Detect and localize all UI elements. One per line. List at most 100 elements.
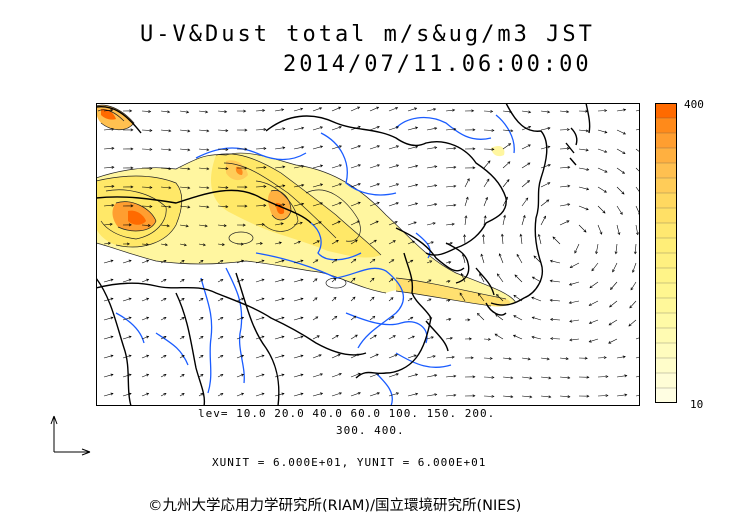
wind-arrowhead (338, 126, 342, 129)
wind-arrow (495, 314, 504, 321)
wind-arrowhead (395, 392, 400, 396)
wind-arrowhead (434, 146, 438, 150)
wind-arrow (160, 224, 170, 227)
wind-arrowhead (200, 260, 204, 263)
wind-arrowhead (111, 165, 115, 169)
wind-arrow (513, 335, 523, 340)
wind-arrowhead (453, 184, 457, 188)
wind-arrow (445, 261, 451, 264)
wind-arrow (179, 167, 190, 170)
wind-arrowhead (353, 315, 357, 319)
wind-arrowhead (357, 164, 361, 167)
wind-arrow (217, 167, 228, 169)
wind-arrow (521, 126, 531, 131)
wind-arrow (540, 199, 549, 207)
wind-arrow (550, 338, 561, 340)
wind-arrowhead (315, 316, 319, 320)
wind-arrowhead (300, 259, 304, 263)
wind-arrowhead (166, 224, 170, 228)
wind-arrowhead (356, 353, 360, 357)
wind-arrowhead (550, 337, 554, 341)
wind-arrow (388, 278, 394, 283)
wind-arrowhead (621, 171, 626, 174)
wind-arrowhead (301, 145, 305, 149)
wind-arrowhead (490, 109, 494, 113)
wind-arrow (274, 393, 285, 397)
wind-arrowhead (261, 354, 265, 358)
wind-arrowhead (149, 185, 153, 189)
wind-arrow (331, 278, 337, 283)
wind-arrow (198, 260, 204, 264)
wind-arrow (122, 393, 132, 397)
wind-arrowhead (630, 287, 634, 291)
wind-arrowhead (537, 233, 541, 237)
wind-arrow (274, 147, 285, 150)
wind-arrow (198, 355, 204, 359)
wind-arrow (198, 129, 209, 132)
wind-arrowhead (128, 316, 132, 320)
wind-arrow (597, 167, 608, 173)
wind-arrow (550, 260, 561, 264)
wind-arrowhead (128, 223, 132, 227)
wind-arrow (312, 278, 318, 283)
wind-arrowhead (225, 148, 229, 151)
wind-arrowhead (514, 274, 518, 278)
wind-arrowhead (282, 146, 286, 150)
wind-arrowhead (240, 392, 245, 396)
wind-arrow (179, 224, 189, 227)
wind-arrowhead (505, 196, 508, 200)
wind-arrow (141, 393, 149, 397)
wind-arrowhead (637, 212, 640, 216)
wind-arrow (122, 279, 132, 283)
contour-levels: lev= 10.0 20.0 40.0 60.0 100. 150. 200. (198, 407, 496, 420)
wind-arrowhead (391, 259, 395, 262)
wind-arrow (236, 260, 244, 264)
wind-arrow (141, 298, 149, 302)
wind-arrowhead (297, 240, 301, 244)
wind-arrow (103, 204, 114, 207)
wind-arrow (629, 300, 637, 309)
wind-arrowhead (453, 165, 457, 169)
wind-arrowhead (635, 232, 639, 236)
wind-arrowhead (586, 394, 590, 398)
wind-arrow (312, 297, 318, 302)
wind-arrow (274, 185, 285, 188)
wind-arrow (532, 276, 542, 283)
wind-arrowhead (187, 129, 191, 133)
wind-arrowhead (300, 297, 304, 301)
wind-arrowhead (449, 336, 453, 340)
wind-arrow (217, 186, 228, 188)
wind-arrow (540, 395, 551, 398)
wind-arrow (426, 222, 436, 226)
wind-arrow (426, 355, 436, 359)
wind-arrowhead (614, 251, 618, 255)
wind-arrow (369, 334, 377, 340)
wind-arrowhead (300, 107, 304, 111)
wind-arrowhead (357, 106, 361, 110)
wind-arrow (122, 260, 132, 264)
wind-arrow (540, 376, 551, 379)
wind-arrow (616, 375, 627, 378)
wind-arrowhead (128, 392, 132, 396)
wind-arrowhead (619, 211, 623, 215)
wind-arrowhead (512, 334, 517, 338)
wind-arrowhead (622, 355, 626, 359)
wind-arrow (407, 278, 413, 283)
wind-arrow (445, 242, 453, 245)
wind-arrowhead (314, 278, 318, 282)
wind-arrow (426, 374, 437, 378)
wind-arrowhead (428, 279, 432, 283)
wind-arrow (578, 224, 587, 233)
wind-arrowhead (242, 223, 246, 227)
wind-arrowhead (376, 145, 380, 148)
wind-arrow (160, 243, 168, 246)
wind-arrowhead (204, 224, 208, 228)
wind-arrowhead (604, 109, 608, 113)
wind-arrowhead (519, 233, 523, 237)
wind-arrow (388, 373, 399, 378)
wind-arrowhead (432, 222, 436, 225)
wind-arrow (445, 185, 456, 188)
wind-arrowhead (547, 164, 551, 167)
wind-arrowhead (164, 243, 168, 247)
wind-arrow (369, 220, 379, 226)
